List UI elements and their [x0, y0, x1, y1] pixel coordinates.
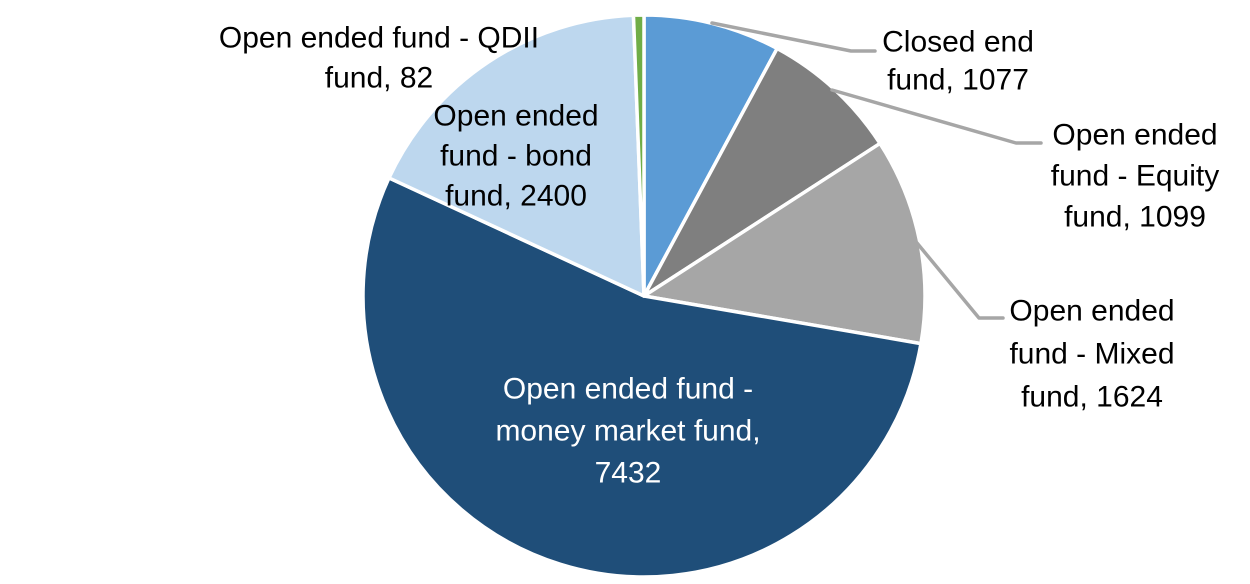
leader-line-open-ended-mixed-fund — [915, 241, 1005, 320]
slice-label-line: Open ended — [433, 100, 598, 133]
pie-slice-open-ended-mixed-fund — [642, 141, 927, 346]
leader-line-closed-end-fund — [710, 21, 877, 53]
slice-label-line: money market fund, — [495, 415, 760, 448]
slice-label-open-ended-mixed-fund: Open ended fund - Mixed fund, 1624 — [1009, 295, 1174, 414]
slice-label-line: Open ended — [1009, 295, 1174, 328]
slice-label-line: fund, 82 — [325, 62, 433, 95]
slice-label-line: fund, 1099 — [1064, 201, 1206, 234]
slice-label-line: fund, 1624 — [1021, 381, 1163, 414]
pie-slice-open-ended-bond-fund — [387, 13, 646, 298]
slice-label-open-ended-qdii-fund: Open ended fund - QDII fund, 82 — [219, 22, 539, 95]
slice-label-line: fund - Equity — [1051, 160, 1219, 193]
slice-label-open-ended-equity-fund: Open ended fund - Equity fund, 1099 — [1051, 119, 1219, 234]
slice-label-open-ended-money-market-fund: Open ended fund - money market fund, 7432 — [495, 373, 760, 490]
slice-label-line: 7432 — [595, 457, 662, 490]
slice-label-open-ended-bond-fund: Open ended fund - bond fund, 2400 — [433, 100, 598, 213]
slice-label-line: Open ended — [1052, 119, 1217, 152]
slice-label-line: Open ended fund - — [503, 373, 753, 406]
leader-line-open-ended-equity-fund — [830, 88, 1043, 145]
slice-label-line: fund - bond — [440, 140, 592, 173]
pie-slice-open-ended-money-market-fund — [361, 176, 923, 579]
slice-label-line: Closed end — [882, 26, 1034, 59]
pie-slice-open-ended-qdii-fund — [631, 13, 646, 298]
slice-label-line: Open ended fund - QDII — [219, 22, 539, 55]
slice-label-line: fund - Mixed — [1009, 338, 1174, 371]
slice-label-closed-end-fund: Closed end fund, 1077 — [882, 26, 1034, 97]
slice-label-line: fund, 1077 — [887, 64, 1029, 97]
slice-label-line: fund, 2400 — [445, 180, 587, 213]
